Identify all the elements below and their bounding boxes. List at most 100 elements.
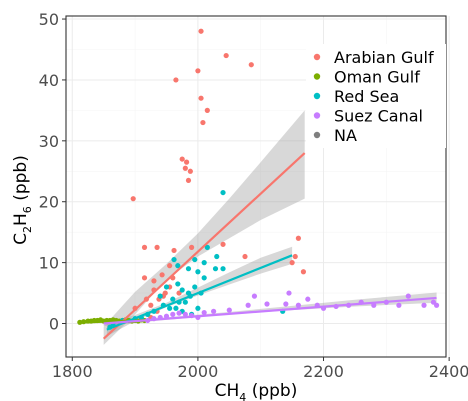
red-sea-point bbox=[175, 263, 181, 269]
arabian-gulf-point bbox=[300, 269, 307, 275]
legend-key-na bbox=[313, 131, 321, 139]
red-sea-point bbox=[167, 305, 173, 311]
y-tick-label: 50 bbox=[39, 10, 59, 29]
legend-key-suez-canal bbox=[313, 112, 321, 119]
legend-background bbox=[306, 44, 446, 148]
legend-label-oman-gulf: Oman Gulf bbox=[334, 68, 420, 87]
red-sea-point bbox=[170, 296, 176, 302]
arabian-gulf-point bbox=[289, 260, 295, 266]
arabian-gulf-point bbox=[141, 275, 148, 281]
red-sea-point bbox=[163, 284, 170, 290]
red-sea-point bbox=[171, 256, 177, 263]
legend-label-arabian-gulf: Arabian Gulf bbox=[334, 48, 434, 67]
x-tick-label: 1800 bbox=[52, 362, 93, 381]
arabian-gulf-point bbox=[148, 302, 154, 308]
red-sea-point bbox=[214, 253, 220, 260]
legend-label-suez-canal: Suez Canal bbox=[334, 107, 423, 126]
suez-canal-point bbox=[283, 301, 289, 307]
arabian-gulf-point bbox=[292, 253, 298, 260]
suez-canal-point bbox=[405, 293, 411, 299]
suez-canal-point bbox=[211, 308, 217, 314]
red-sea-point bbox=[201, 275, 207, 281]
x-tick-label: 2200 bbox=[303, 362, 344, 381]
red-sea-point bbox=[220, 266, 226, 272]
arabian-gulf-point bbox=[248, 62, 254, 68]
arabian-gulf-point bbox=[141, 244, 148, 250]
arabian-gulf-point bbox=[220, 241, 226, 247]
arabian-gulf-point bbox=[198, 95, 204, 101]
suez-canal-point bbox=[305, 296, 311, 302]
legend-key-red-sea bbox=[313, 92, 321, 100]
arabian-gulf-point bbox=[151, 278, 157, 284]
arabian-gulf-point bbox=[198, 28, 204, 34]
red-sea-point bbox=[179, 287, 185, 293]
legend-key-arabian-gulf bbox=[313, 53, 321, 61]
red-sea-point bbox=[185, 266, 192, 272]
red-sea-point bbox=[204, 244, 210, 250]
red-sea-point bbox=[220, 189, 226, 196]
arabian-gulf-point bbox=[182, 165, 188, 171]
suez-canal-point bbox=[295, 302, 301, 308]
arabian-gulf-point bbox=[204, 107, 210, 113]
red-sea-point bbox=[212, 266, 219, 272]
red-sea-point bbox=[182, 299, 188, 305]
red-sea-point bbox=[192, 284, 198, 290]
red-sea-point bbox=[173, 305, 179, 311]
arabian-gulf-point bbox=[167, 263, 173, 269]
y-tick-label: 20 bbox=[39, 193, 59, 212]
legend-label-na: NA bbox=[334, 126, 357, 145]
y-tick-label: 40 bbox=[39, 71, 59, 90]
suez-canal-point bbox=[264, 301, 270, 307]
suez-canal-point bbox=[182, 311, 188, 317]
red-sea-fit-line bbox=[106, 254, 293, 331]
red-sea-point bbox=[175, 281, 181, 287]
arabian-gulf-fit-line bbox=[102, 152, 306, 340]
red-sea-point bbox=[157, 293, 163, 299]
red-sea-point bbox=[192, 256, 198, 263]
y-axis-title: C2H6 (ppb) bbox=[11, 155, 34, 245]
arabian-gulf-point bbox=[171, 247, 177, 254]
suez-canal-fit-line bbox=[103, 296, 437, 325]
red-sea-point bbox=[195, 269, 201, 275]
arabian-gulf-point bbox=[173, 77, 179, 83]
y-tick-label: 10 bbox=[39, 254, 59, 273]
arabian-gulf-point bbox=[242, 253, 248, 260]
x-tick-label: 2400 bbox=[429, 362, 468, 381]
fit-lines bbox=[78, 152, 437, 340]
y-tick-label: 0 bbox=[49, 315, 59, 334]
suez-canal-point bbox=[286, 290, 292, 296]
suez-canal-point bbox=[245, 302, 251, 308]
arabian-gulf-confidence-band bbox=[103, 110, 305, 345]
arabian-gulf-point bbox=[295, 235, 301, 241]
suez-canal-point bbox=[396, 302, 402, 308]
suez-canal-point bbox=[421, 302, 427, 308]
arabian-gulf-point bbox=[154, 244, 160, 250]
arabian-gulf-point bbox=[223, 52, 229, 59]
red-sea-point bbox=[201, 260, 207, 266]
arabian-gulf-point bbox=[159, 272, 165, 278]
plot-frame bbox=[65, 15, 447, 358]
arabian-gulf-point bbox=[130, 196, 136, 202]
suez-canal-point bbox=[251, 293, 258, 299]
arabian-gulf-point bbox=[189, 244, 195, 250]
arabian-gulf-point bbox=[195, 68, 201, 74]
panel-border bbox=[65, 15, 447, 358]
suez-canal-point bbox=[433, 302, 440, 308]
y-tick-label: 30 bbox=[39, 132, 59, 151]
x-axis-title: CH4 (ppb) bbox=[215, 381, 298, 401]
suez-canal-point bbox=[226, 307, 232, 313]
arabian-gulf-point bbox=[200, 119, 206, 126]
suez-canal-point bbox=[170, 311, 176, 317]
legend-key-oman-gulf bbox=[313, 73, 321, 80]
arabian-gulf-point bbox=[187, 168, 193, 174]
red-sea-point bbox=[195, 305, 201, 311]
suez-canal-point bbox=[176, 310, 182, 316]
suez-canal-point bbox=[201, 309, 207, 316]
x-tick-label: 2000 bbox=[178, 362, 219, 381]
arabian-gulf-point bbox=[185, 177, 192, 184]
arabian-gulf-point bbox=[183, 159, 190, 165]
arabian-gulf-point bbox=[179, 156, 185, 162]
arabian-gulf-point bbox=[162, 290, 168, 296]
